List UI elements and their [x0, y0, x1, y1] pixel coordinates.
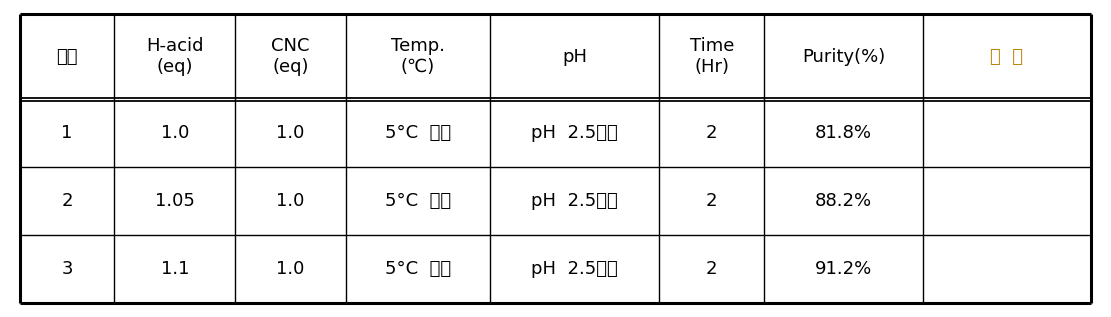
Text: 3: 3	[61, 260, 73, 278]
Text: 2: 2	[707, 260, 718, 278]
Text: pH  2.5이하: pH 2.5이하	[531, 192, 618, 210]
Text: 비  고: 비 고	[990, 48, 1023, 66]
Text: 1.0: 1.0	[277, 192, 304, 210]
Text: 1.0: 1.0	[161, 124, 189, 142]
Text: pH: pH	[562, 48, 588, 66]
Text: 2: 2	[707, 124, 718, 142]
Text: 88.2%: 88.2%	[815, 192, 872, 210]
Text: 2: 2	[707, 192, 718, 210]
Text: 구분: 구분	[57, 48, 78, 66]
Text: pH  2.5이하: pH 2.5이하	[531, 260, 618, 278]
Text: 81.8%: 81.8%	[815, 124, 872, 142]
Text: Purity(%): Purity(%)	[802, 48, 885, 66]
Text: 1.1: 1.1	[160, 260, 189, 278]
Text: 1.0: 1.0	[277, 124, 304, 142]
Text: 91.2%: 91.2%	[815, 260, 872, 278]
Text: 2: 2	[61, 192, 73, 210]
Text: Temp.
(℃): Temp. (℃)	[391, 37, 444, 76]
Text: pH  2.5이하: pH 2.5이하	[531, 124, 618, 142]
Text: Time
(Hr): Time (Hr)	[690, 37, 734, 76]
Text: 5°C  이하: 5°C 이하	[384, 260, 451, 278]
Text: 1.05: 1.05	[154, 192, 194, 210]
Text: 5°C  이하: 5°C 이하	[384, 124, 451, 142]
Text: CNC
(eq): CNC (eq)	[271, 37, 310, 76]
Text: 1: 1	[61, 124, 73, 142]
Text: 5°C  이하: 5°C 이하	[384, 192, 451, 210]
Text: H-acid
(eq): H-acid (eq)	[146, 37, 203, 76]
Text: 1.0: 1.0	[277, 260, 304, 278]
